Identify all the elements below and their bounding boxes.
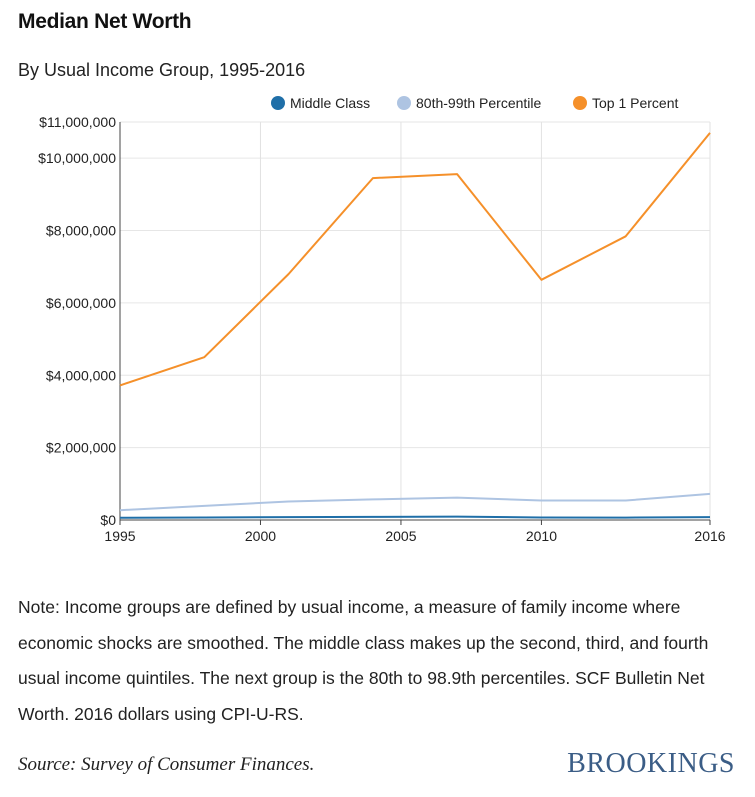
series-line-80th-99th-percentile [119,492,711,512]
line-chart: Middle Class 80th-99th Percentile Top 1 Pe… [38,95,726,544]
chart-legend: Middle Class 80th-99th Percentile Top 1 Pe… [271,95,678,111]
y-tick-label: $0 [100,512,116,528]
y-tick-label: $10,000,000 [38,150,116,166]
legend-label: Top 1 Percent [592,95,678,111]
legend-label: Middle Class [290,95,370,111]
brookings-logo: BROOKINGS [567,748,735,779]
x-tick-label: 2016 [694,528,725,544]
series-line-top-1-percent [119,132,711,387]
chart-source: Source: Survey of Consumer Finances. [18,754,315,775]
y-axis: $0 $2,000,000 $4,000,000 $6,000,000 $8,000,0… [38,114,121,528]
x-tick-label: 2005 [385,528,416,544]
legend-marker [573,96,587,110]
y-tick-label: $11,000,000 [39,114,116,130]
x-axis: 1995 2000 2005 2010 2016 [104,519,726,544]
legend-marker [397,96,411,110]
chart-subtitle: By Usual Income Group, 1995-2016 [18,60,306,80]
series-line-middle-class [119,515,711,519]
chart-series [119,132,711,519]
y-tick-label: $2,000,000 [46,440,116,456]
y-tick-label: $6,000,000 [46,295,116,311]
y-tick-label: $8,000,000 [46,223,116,239]
chart-note: Note: Income groups are defined by usual… [18,597,709,724]
chart-grid [120,121,711,521]
legend-label: 80th-99th Percentile [416,95,542,111]
x-tick-label: 1995 [104,528,135,544]
x-tick-label: 2010 [526,528,557,544]
x-tick-label: 2000 [245,528,276,544]
legend-marker [271,96,285,110]
chart-title: Median Net Worth [18,10,192,33]
y-tick-label: $4,000,000 [46,367,116,383]
